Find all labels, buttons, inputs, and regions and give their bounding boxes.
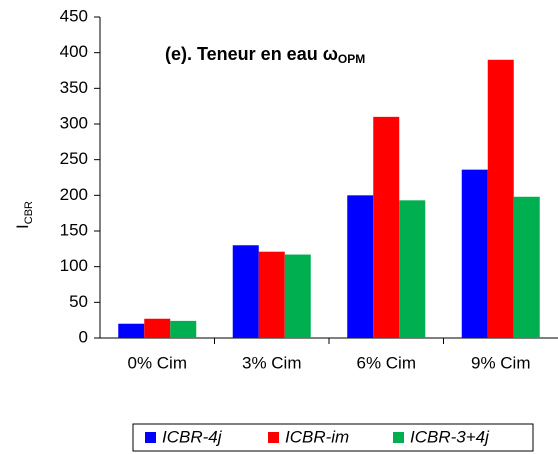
- x-tick-label: 3% Cim: [242, 353, 302, 372]
- bar: [513, 196, 540, 338]
- bar: [258, 251, 285, 338]
- bar: [347, 195, 374, 338]
- bar: [461, 169, 488, 338]
- chart-title: (e). Teneur en eau ωOPM: [165, 44, 365, 66]
- legend-label: ICBR-3+4j: [410, 427, 490, 446]
- bar: [373, 116, 400, 338]
- y-tick-label: 200: [60, 185, 88, 204]
- y-tick-label: 50: [69, 292, 88, 311]
- bar: [399, 200, 426, 338]
- y-tick-label: 350: [60, 78, 88, 97]
- legend-label: ICBR-im: [285, 427, 349, 446]
- bar: [284, 254, 311, 338]
- x-tick-label: 0% Cim: [127, 353, 187, 372]
- legend-swatch: [145, 432, 156, 443]
- legend-swatch: [268, 432, 279, 443]
- y-tick-label: 100: [60, 256, 88, 275]
- bar: [170, 320, 197, 338]
- bar: [232, 245, 259, 338]
- y-tick-label: 0: [79, 327, 88, 346]
- y-tick-label: 250: [60, 149, 88, 168]
- y-tick-label: 400: [60, 42, 88, 61]
- y-tick-label: 450: [60, 6, 88, 25]
- y-tick-label: 150: [60, 220, 88, 239]
- x-tick-label: 6% Cim: [356, 353, 416, 372]
- bar: [487, 59, 514, 339]
- legend-label: ICBR-4j: [162, 427, 223, 446]
- legend-swatch: [393, 432, 404, 443]
- y-tick-label: 300: [60, 113, 88, 132]
- x-tick-label: 9% Cim: [471, 353, 531, 372]
- bar: [118, 323, 145, 338]
- y-axis-label: ICBR: [13, 201, 34, 229]
- legend-box: [132, 423, 534, 452]
- bar: [144, 318, 171, 338]
